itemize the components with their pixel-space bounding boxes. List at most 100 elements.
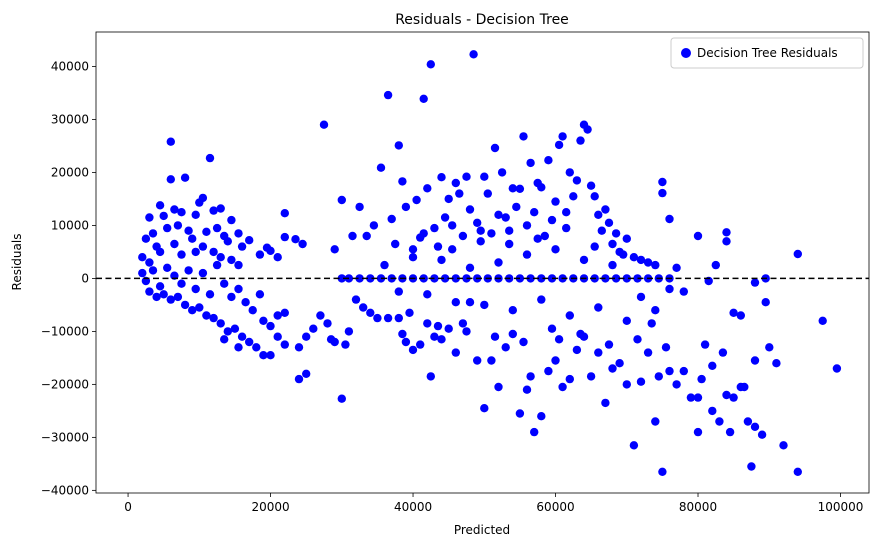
residual-point bbox=[590, 192, 599, 201]
residual-point bbox=[223, 237, 232, 246]
residual-point bbox=[220, 335, 229, 344]
residual-point bbox=[437, 255, 446, 265]
residual-point bbox=[750, 278, 760, 287]
residual-point bbox=[469, 50, 478, 59]
residual-point bbox=[159, 290, 168, 299]
residual-point bbox=[558, 132, 567, 141]
residual-point bbox=[148, 266, 158, 275]
residual-point bbox=[722, 228, 731, 237]
residual-point bbox=[170, 239, 179, 249]
y-tick-label: 0 bbox=[81, 271, 89, 285]
residual-point bbox=[818, 316, 827, 325]
residual-point bbox=[294, 343, 304, 352]
residual-point bbox=[487, 229, 496, 238]
residual-point bbox=[494, 258, 503, 267]
residual-point bbox=[501, 343, 510, 352]
residual-point bbox=[608, 239, 617, 249]
residual-point bbox=[209, 206, 218, 215]
residual-point bbox=[451, 178, 460, 188]
residual-point bbox=[188, 306, 197, 315]
y-tick-label: −30000 bbox=[41, 430, 89, 444]
residual-point bbox=[565, 374, 574, 384]
residual-point bbox=[725, 427, 735, 437]
residual-point bbox=[319, 120, 329, 129]
residual-point bbox=[430, 332, 439, 341]
residual-point bbox=[198, 268, 208, 278]
residual-point bbox=[234, 229, 243, 238]
residual-point bbox=[437, 335, 446, 344]
residual-point bbox=[451, 298, 460, 307]
residual-point bbox=[658, 467, 667, 476]
residual-point bbox=[604, 340, 614, 349]
residual-point bbox=[426, 60, 435, 69]
residual-point bbox=[718, 348, 728, 357]
residual-point bbox=[259, 351, 268, 360]
residual-point bbox=[586, 181, 596, 190]
residual-point bbox=[651, 417, 660, 426]
residual-point bbox=[512, 202, 521, 212]
x-tick-label: 20000 bbox=[251, 500, 289, 514]
residual-point bbox=[740, 382, 749, 392]
legend-box bbox=[670, 37, 864, 69]
residual-point bbox=[562, 208, 571, 217]
residual-point bbox=[451, 274, 460, 283]
residual-point bbox=[544, 156, 553, 165]
residual-point bbox=[793, 249, 802, 259]
residual-point bbox=[480, 404, 489, 413]
residual-point bbox=[537, 183, 546, 192]
residual-point bbox=[765, 343, 774, 352]
residual-point bbox=[412, 195, 421, 205]
residual-point bbox=[145, 287, 154, 296]
residual-point bbox=[163, 263, 172, 272]
residual-point bbox=[237, 242, 247, 251]
residual-point bbox=[245, 236, 254, 245]
residual-point bbox=[473, 218, 482, 227]
residual-point bbox=[448, 221, 457, 230]
residual-point bbox=[526, 274, 535, 283]
residual-point bbox=[686, 393, 696, 402]
residual-point bbox=[526, 372, 535, 381]
residual-point bbox=[138, 268, 147, 278]
residual-point bbox=[248, 306, 257, 315]
residual-point bbox=[323, 319, 332, 328]
residual-point bbox=[280, 308, 289, 317]
residual-point bbox=[547, 215, 557, 225]
residual-point bbox=[212, 260, 222, 270]
residual-point bbox=[355, 202, 364, 212]
residual-point bbox=[234, 260, 243, 270]
residual-point bbox=[476, 226, 485, 235]
residual-point bbox=[337, 394, 346, 403]
residual-point bbox=[708, 361, 717, 370]
residual-point bbox=[551, 197, 560, 206]
residual-point bbox=[540, 231, 549, 241]
residual-point bbox=[408, 253, 418, 262]
residual-point bbox=[383, 90, 393, 100]
residual-point bbox=[291, 235, 300, 244]
residual-point bbox=[515, 409, 525, 418]
x-tick-label: 40000 bbox=[394, 500, 432, 514]
residual-point bbox=[622, 234, 631, 243]
residual-point bbox=[170, 205, 179, 214]
residual-point bbox=[462, 327, 471, 336]
residual-point bbox=[729, 308, 738, 317]
residual-point bbox=[337, 195, 346, 205]
residual-point bbox=[658, 177, 667, 187]
residual-point bbox=[138, 253, 147, 262]
residual-point bbox=[145, 258, 154, 267]
residual-point bbox=[576, 136, 585, 145]
residual-point bbox=[359, 303, 368, 312]
residual-point bbox=[583, 125, 592, 134]
residual-point bbox=[155, 247, 165, 257]
residual-point bbox=[551, 356, 560, 365]
residual-point bbox=[597, 226, 606, 235]
residual-point bbox=[369, 221, 379, 230]
legend-label: Decision Tree Residuals bbox=[697, 46, 838, 60]
residual-point bbox=[373, 313, 382, 323]
chart-title: Residuals - Decision Tree bbox=[395, 12, 569, 28]
residual-point bbox=[166, 137, 175, 146]
residual-point bbox=[294, 374, 304, 384]
residual-point bbox=[586, 372, 596, 381]
y-tick-label: 40000 bbox=[51, 59, 89, 73]
residual-point bbox=[423, 290, 432, 299]
y-tick-label: 10000 bbox=[51, 218, 89, 232]
